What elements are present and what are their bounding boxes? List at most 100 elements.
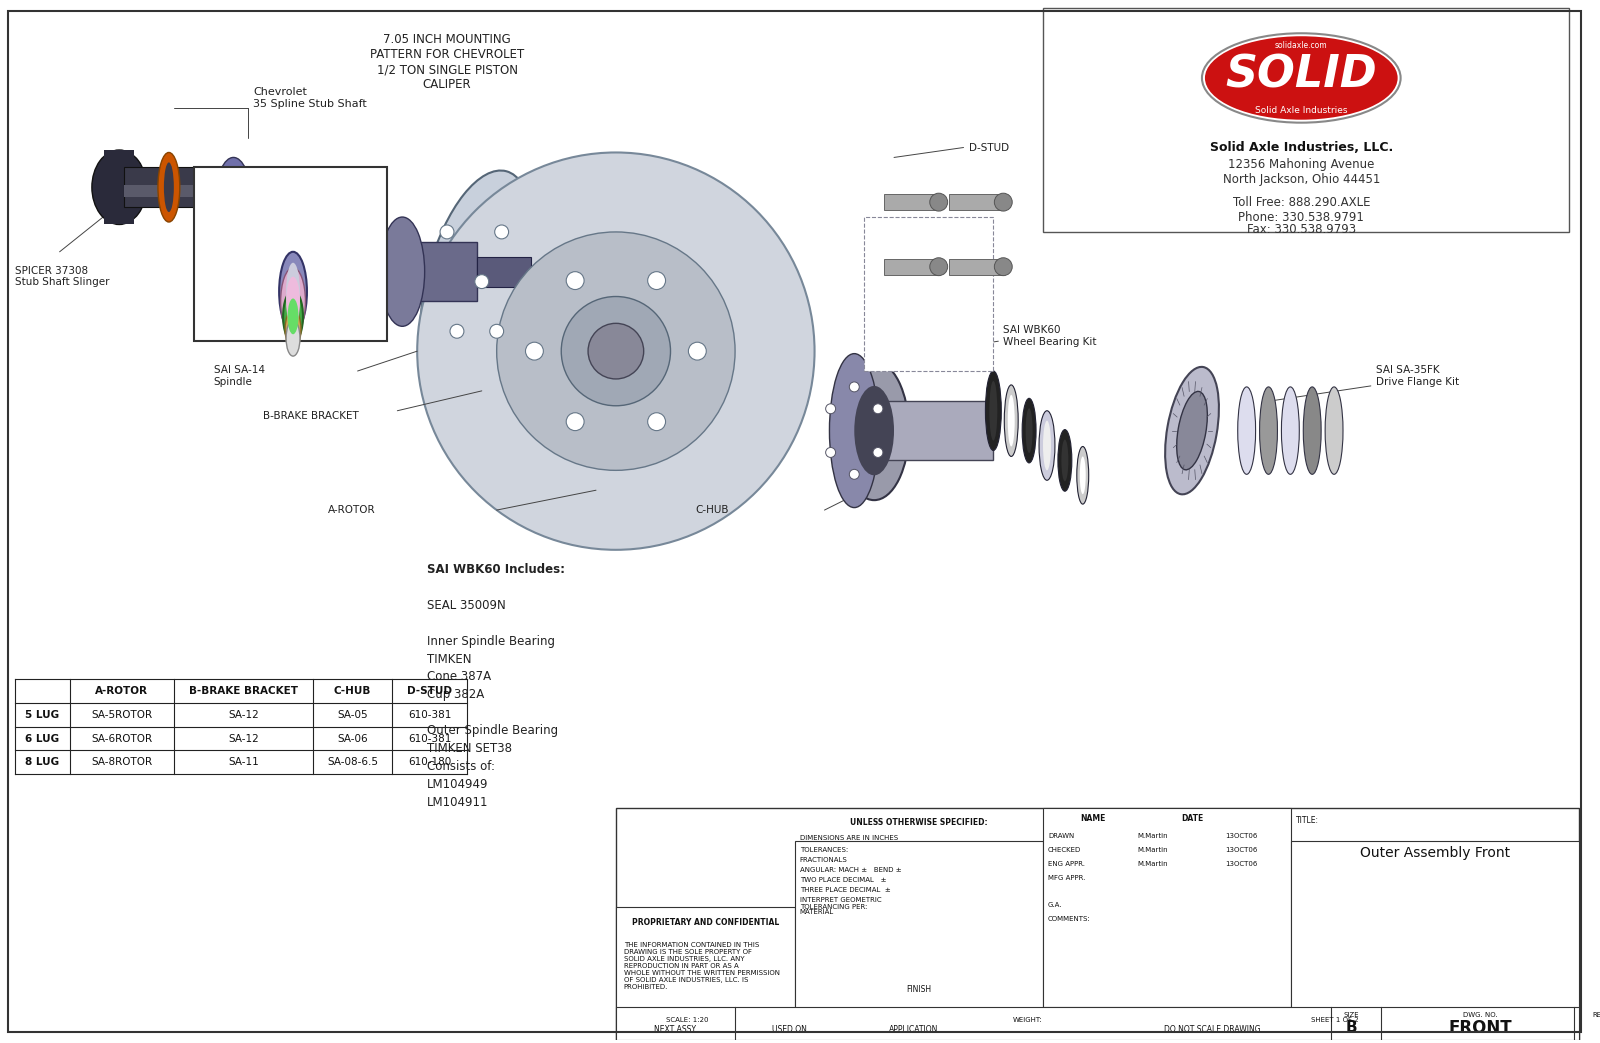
Bar — [1043, 808, 1291, 1006]
Text: SHEET 1 OF 2: SHEET 1 OF 2 — [1312, 1017, 1358, 1023]
Text: LM104911: LM104911 — [427, 796, 488, 808]
Text: B-BRAKE BRACKET: B-BRAKE BRACKET — [189, 686, 298, 696]
Bar — [616, 907, 795, 1040]
Bar — [477, 257, 531, 287]
Ellipse shape — [840, 361, 909, 501]
Ellipse shape — [379, 217, 424, 326]
Text: COMMENTS:: COMMENTS: — [1048, 917, 1091, 922]
Text: G.A.: G.A. — [1048, 902, 1062, 908]
Circle shape — [450, 324, 464, 338]
Text: FINISH: FINISH — [906, 986, 931, 994]
Circle shape — [826, 404, 835, 414]
Text: 7.05 INCH MOUNTING
PATTERN FOR CHEVROLET
1/2 TON SINGLE PISTON
CALIPER: 7.05 INCH MOUNTING PATTERN FOR CHEVROLET… — [370, 33, 525, 92]
Text: TIMKEN: TIMKEN — [427, 653, 472, 665]
Bar — [104, 150, 134, 224]
Ellipse shape — [286, 320, 299, 356]
Text: SA-08-6.5: SA-08-6.5 — [326, 757, 378, 768]
Text: USED ON: USED ON — [773, 1025, 806, 1034]
Text: 5 LUG: 5 LUG — [26, 709, 59, 720]
Text: 610-381: 610-381 — [408, 733, 451, 744]
Ellipse shape — [163, 163, 174, 212]
Ellipse shape — [224, 168, 243, 226]
Text: NAME: NAME — [1080, 814, 1106, 823]
Circle shape — [589, 323, 643, 379]
Text: Cup 382A: Cup 382A — [427, 688, 485, 701]
Text: Cone 387A: Cone 387A — [427, 671, 491, 683]
Text: SA-6ROTOR: SA-6ROTOR — [91, 733, 152, 744]
Text: DO NOT SCALE DRAWING: DO NOT SCALE DRAWING — [1163, 1025, 1261, 1034]
Circle shape — [930, 258, 947, 275]
Text: SA-5ROTOR: SA-5ROTOR — [91, 709, 152, 720]
Circle shape — [525, 342, 544, 360]
Text: SAI WBK60
Wheel Bearing Kit: SAI WBK60 Wheel Bearing Kit — [1003, 325, 1096, 347]
Text: Solid Axle Industries, LLC.: Solid Axle Industries, LLC. — [1210, 141, 1394, 154]
Ellipse shape — [421, 170, 533, 393]
Text: THE INFORMATION CONTAINED IN THIS
DRAWING IS THE SOLE PROPERTY OF
SOLID AXLE IND: THE INFORMATION CONTAINED IN THIS DRAWIN… — [624, 942, 779, 990]
Text: 610-180: 610-180 — [408, 757, 451, 768]
Text: SA-12: SA-12 — [227, 733, 259, 744]
Text: B: B — [1346, 1020, 1357, 1035]
Text: Outer Assembly Front: Outer Assembly Front — [1360, 846, 1510, 859]
Ellipse shape — [280, 268, 306, 335]
Text: Chevrolet
35 Spline Stub Shaft: Chevrolet 35 Spline Stub Shaft — [253, 87, 366, 108]
Ellipse shape — [989, 381, 997, 440]
Ellipse shape — [1205, 37, 1398, 120]
Ellipse shape — [278, 251, 307, 332]
Text: M.Martin: M.Martin — [1138, 860, 1168, 867]
Text: C-HUB: C-HUB — [696, 505, 730, 515]
Text: 13OCT06: 13OCT06 — [1226, 860, 1258, 867]
Ellipse shape — [1005, 385, 1018, 457]
Ellipse shape — [216, 157, 251, 237]
Bar — [864, 217, 994, 371]
Text: WEIGHT:: WEIGHT: — [1013, 1017, 1043, 1023]
Circle shape — [566, 413, 584, 431]
Circle shape — [850, 469, 859, 480]
Text: B-BRAKE BRACKET: B-BRAKE BRACKET — [264, 411, 358, 420]
Circle shape — [562, 296, 670, 406]
Ellipse shape — [91, 150, 147, 224]
Text: DATE: DATE — [1181, 814, 1203, 823]
Circle shape — [566, 271, 584, 290]
Bar — [616, 1006, 1579, 1040]
Text: SAI SA-35FK
Drive Flange Kit: SAI SA-35FK Drive Flange Kit — [1376, 365, 1459, 387]
Circle shape — [994, 193, 1013, 211]
Text: Phone: 330.538.9791: Phone: 330.538.9791 — [1238, 211, 1365, 223]
Circle shape — [930, 193, 947, 211]
Text: A-ROTOR: A-ROTOR — [328, 505, 376, 515]
Text: D-STUD: D-STUD — [968, 143, 1008, 152]
Text: DIMENSIONS ARE IN INCHES: DIMENSIONS ARE IN INCHES — [800, 834, 898, 841]
Ellipse shape — [285, 310, 301, 349]
Circle shape — [496, 232, 734, 470]
Circle shape — [688, 342, 706, 360]
Circle shape — [494, 225, 509, 239]
Ellipse shape — [1202, 33, 1400, 123]
Text: FRONT: FRONT — [1448, 1019, 1512, 1037]
Circle shape — [874, 447, 883, 458]
Circle shape — [648, 413, 666, 431]
Ellipse shape — [1176, 391, 1208, 469]
Ellipse shape — [1080, 457, 1086, 494]
Text: SAI WBK60 Includes:: SAI WBK60 Includes: — [427, 563, 565, 576]
Ellipse shape — [1061, 439, 1069, 481]
Text: Solid Axle Industries: Solid Axle Industries — [1254, 106, 1347, 115]
Text: solidaxle.com: solidaxle.com — [1275, 41, 1328, 50]
Text: TOLERANCES:: TOLERANCES: — [800, 847, 848, 853]
Text: REV: REV — [1592, 1012, 1600, 1018]
Ellipse shape — [1038, 411, 1054, 480]
Ellipse shape — [1325, 387, 1342, 475]
Text: 12356 Mahoning Avenue: 12356 Mahoning Avenue — [1229, 157, 1374, 171]
Ellipse shape — [1259, 387, 1277, 475]
Text: SAI SA-14
Spindle: SAI SA-14 Spindle — [213, 365, 264, 387]
Text: UNLESS OTHERWISE SPECIFIED:: UNLESS OTHERWISE SPECIFIED: — [850, 819, 987, 827]
Ellipse shape — [1238, 387, 1256, 475]
Text: Outer Spindle Bearing: Outer Spindle Bearing — [427, 724, 558, 737]
Text: LM104949: LM104949 — [427, 778, 488, 791]
Text: SCALE: 1:20: SCALE: 1:20 — [666, 1017, 709, 1023]
Circle shape — [475, 274, 488, 289]
Text: SA-11: SA-11 — [227, 757, 259, 768]
Text: PROPRIETARY AND CONFIDENTIAL: PROPRIETARY AND CONFIDENTIAL — [632, 918, 779, 927]
Ellipse shape — [829, 354, 878, 508]
Text: THREE PLACE DECIMAL  ±: THREE PLACE DECIMAL ± — [800, 887, 890, 893]
Text: D-STUD: D-STUD — [406, 686, 453, 696]
Text: SA-8ROTOR: SA-8ROTOR — [91, 757, 152, 768]
